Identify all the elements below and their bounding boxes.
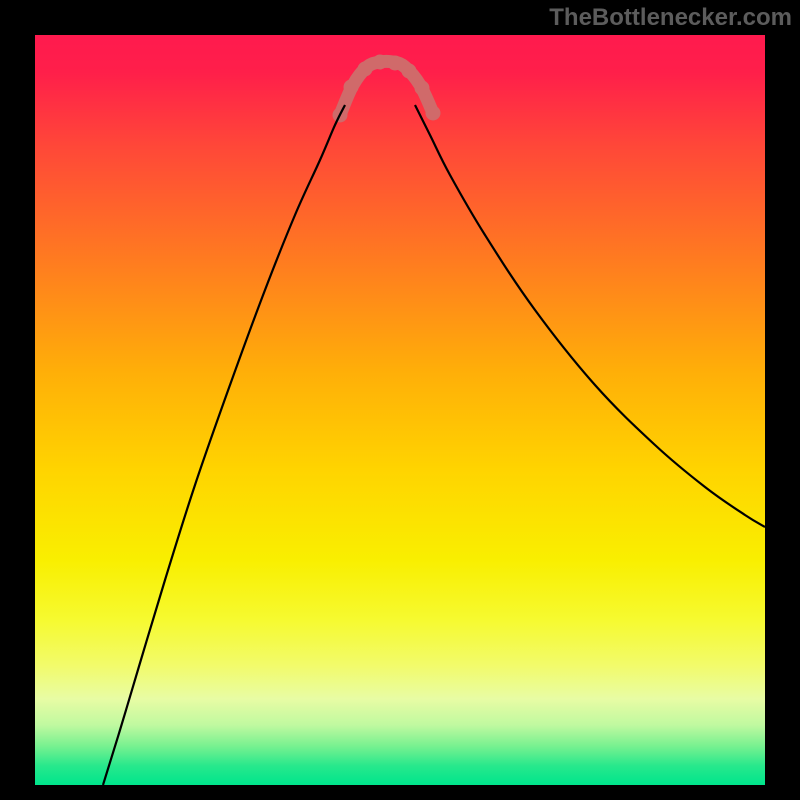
bottleneck-chart (0, 0, 800, 800)
valley-marker (344, 80, 359, 95)
valley-marker (426, 106, 441, 121)
chart-stage: TheBottlenecker.com (0, 0, 800, 800)
valley-marker (415, 81, 430, 96)
gradient-background (35, 35, 765, 785)
valley-marker (388, 56, 403, 71)
valley-marker (358, 62, 373, 77)
valley-marker (373, 55, 388, 70)
valley-marker (402, 64, 417, 79)
